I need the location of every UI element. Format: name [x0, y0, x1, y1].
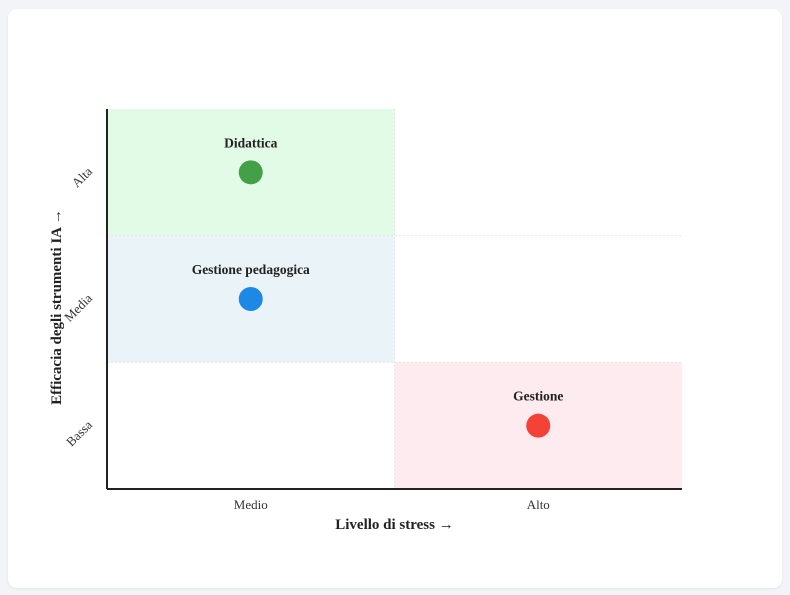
x-tick-label: Medio [234, 497, 268, 512]
y-tick-labels: Bassa Media Alta [61, 164, 95, 450]
data-point-label: Didattica [224, 135, 277, 150]
y-tick-label: Bassa [63, 417, 95, 449]
grid-lines [107, 109, 682, 489]
y-axis-title: Efficacia degli strumenti IA → [49, 209, 65, 405]
data-point [526, 413, 551, 438]
data-point [238, 160, 263, 185]
data-point-label: Gestione [513, 389, 563, 404]
x-tick-label: Alto [527, 497, 550, 512]
x-tick-labels: Medio Alto [234, 497, 550, 512]
x-axis-title: Livello di stress → [335, 517, 453, 533]
data-point-label: Gestione pedagogica [192, 262, 310, 277]
y-tick-label: Media [61, 290, 95, 324]
y-tick-label: Alta [69, 164, 96, 191]
data-point [238, 287, 263, 311]
axes [106, 109, 682, 490]
data-points: Didattica Gestione pedagogica Gestione [192, 135, 563, 438]
